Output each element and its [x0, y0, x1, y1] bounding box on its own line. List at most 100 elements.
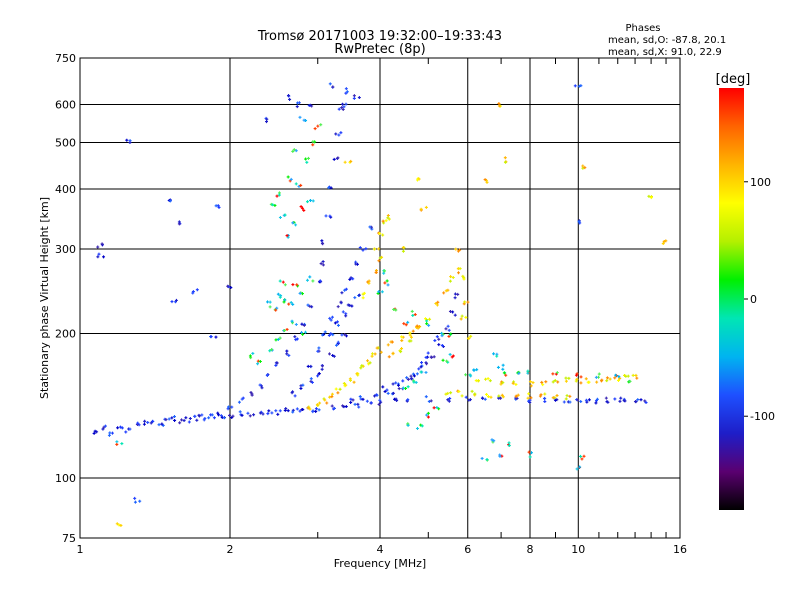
data-point — [157, 423, 161, 427]
data-point — [268, 349, 272, 353]
data-point — [507, 441, 511, 445]
data-point — [415, 324, 419, 328]
data-point — [291, 149, 295, 153]
data-point — [188, 416, 192, 420]
data-point — [318, 279, 322, 283]
data-point — [331, 353, 335, 357]
data-point — [529, 384, 533, 388]
data-point — [309, 364, 313, 368]
data-point — [406, 377, 410, 381]
data-point — [544, 380, 548, 384]
data-point — [594, 401, 598, 405]
data-point — [463, 300, 467, 304]
data-point — [411, 329, 415, 333]
phases-line-x: mean, sd,X: 91.0, 22.9 — [608, 47, 722, 58]
data-point — [146, 420, 150, 424]
data-point — [424, 205, 428, 209]
data-point — [450, 355, 454, 359]
data-point — [565, 394, 569, 398]
data-point — [342, 381, 346, 385]
data-point — [396, 383, 400, 387]
data-point — [289, 177, 293, 181]
data-point — [622, 399, 626, 403]
data-point — [356, 402, 360, 406]
data-point — [305, 160, 309, 164]
data-point — [436, 300, 440, 304]
data-point — [490, 438, 494, 442]
data-point — [361, 397, 365, 401]
data-point — [305, 200, 309, 204]
data-point — [286, 409, 290, 413]
data-point — [483, 397, 487, 401]
data-point — [299, 183, 303, 187]
data-point — [191, 291, 195, 295]
data-point — [314, 409, 318, 413]
data-point — [391, 382, 395, 386]
data-point — [96, 255, 100, 259]
data-point — [427, 323, 431, 327]
data-point — [286, 235, 290, 239]
data-point — [276, 292, 280, 296]
data-point — [328, 395, 332, 399]
data-point — [434, 302, 438, 306]
y-tick-label: 500 — [55, 137, 76, 150]
data-point — [343, 288, 347, 292]
data-point — [355, 372, 359, 376]
data-point — [417, 177, 421, 181]
data-point — [319, 262, 323, 266]
data-point — [616, 378, 620, 382]
data-point — [503, 160, 507, 164]
data-point — [354, 262, 358, 266]
data-point — [444, 392, 448, 396]
data-point — [574, 373, 578, 377]
data-point — [343, 333, 347, 337]
data-point — [529, 396, 533, 400]
data-point — [528, 380, 532, 384]
data-point — [551, 372, 555, 376]
data-point — [276, 412, 280, 416]
data-point — [348, 277, 352, 281]
data-point — [469, 334, 473, 338]
data-point — [480, 456, 484, 460]
data-point — [568, 400, 572, 404]
data-point — [274, 409, 278, 413]
data-point — [344, 91, 348, 95]
data-point — [623, 373, 627, 377]
data-point — [424, 395, 428, 399]
data-point — [425, 413, 429, 417]
data-point — [647, 194, 651, 198]
data-point — [330, 404, 334, 408]
data-point — [172, 415, 176, 419]
data-point — [618, 399, 622, 403]
data-point — [302, 208, 306, 212]
data-point — [124, 430, 128, 434]
data-point — [636, 398, 640, 402]
data-point — [516, 393, 520, 397]
data-point — [649, 196, 653, 200]
data-point — [100, 242, 104, 246]
data-point — [333, 321, 337, 325]
data-point — [419, 423, 423, 427]
data-point — [217, 413, 221, 417]
data-point — [395, 399, 399, 403]
data-point — [360, 364, 364, 368]
data-point — [92, 431, 96, 435]
data-point — [142, 422, 146, 426]
data-point — [352, 96, 356, 100]
data-point — [285, 327, 289, 331]
data-point — [420, 361, 424, 365]
data-point — [197, 413, 201, 417]
data-point — [608, 377, 612, 381]
data-point — [187, 420, 191, 424]
data-point — [291, 410, 295, 414]
data-point — [634, 400, 638, 404]
data-point — [444, 327, 448, 331]
data-point — [574, 379, 578, 383]
data-point — [619, 396, 623, 400]
data-point — [447, 328, 451, 332]
x-tick-label: 1 — [77, 543, 84, 556]
data-point — [313, 127, 317, 131]
data-point — [385, 279, 389, 283]
data-point — [231, 414, 235, 418]
